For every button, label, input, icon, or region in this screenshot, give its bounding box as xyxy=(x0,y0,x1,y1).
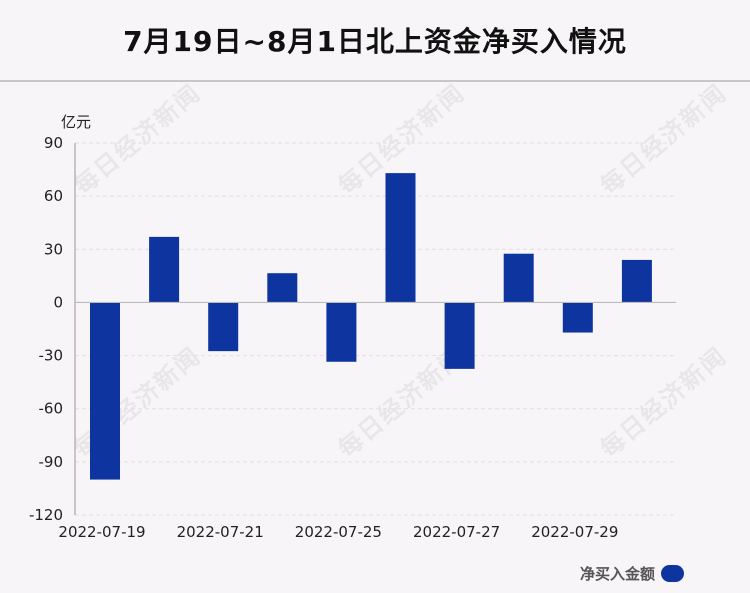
chart-title: 7月19日~8月1日北上资金净买入情况 xyxy=(123,25,627,58)
bar xyxy=(621,259,652,303)
y-tick-label: 0 xyxy=(53,293,63,311)
x-tick-label: 2022-07-29 xyxy=(531,523,618,541)
x-tick-label: 2022-07-21 xyxy=(177,523,264,541)
y-axis-unit: 亿元 xyxy=(61,113,92,131)
y-tick-label: 90 xyxy=(44,134,63,152)
y-tick-label: -120 xyxy=(29,506,63,524)
legend: 净买入金额 xyxy=(580,563,684,584)
y-tick-label: 30 xyxy=(44,240,63,258)
bar xyxy=(562,302,593,333)
bar xyxy=(208,302,239,352)
bar xyxy=(90,302,120,480)
legend-swatch xyxy=(661,565,684,582)
x-tick-label: 2022-07-27 xyxy=(413,523,500,541)
x-tick-label: 2022-07-25 xyxy=(295,523,382,541)
y-tick-label: 60 xyxy=(44,187,63,205)
title-divider xyxy=(0,80,750,82)
bar xyxy=(149,236,180,303)
bar xyxy=(444,302,475,369)
bar xyxy=(326,302,357,362)
legend-label: 净买入金额 xyxy=(579,565,655,583)
bar xyxy=(503,253,534,303)
y-tick-label: -90 xyxy=(39,453,64,471)
bar xyxy=(267,273,298,303)
y-tick-label: -60 xyxy=(39,400,64,418)
x-tick-label: 2022-07-19 xyxy=(58,523,145,541)
bar xyxy=(385,173,416,303)
y-tick-label: -30 xyxy=(39,347,64,365)
